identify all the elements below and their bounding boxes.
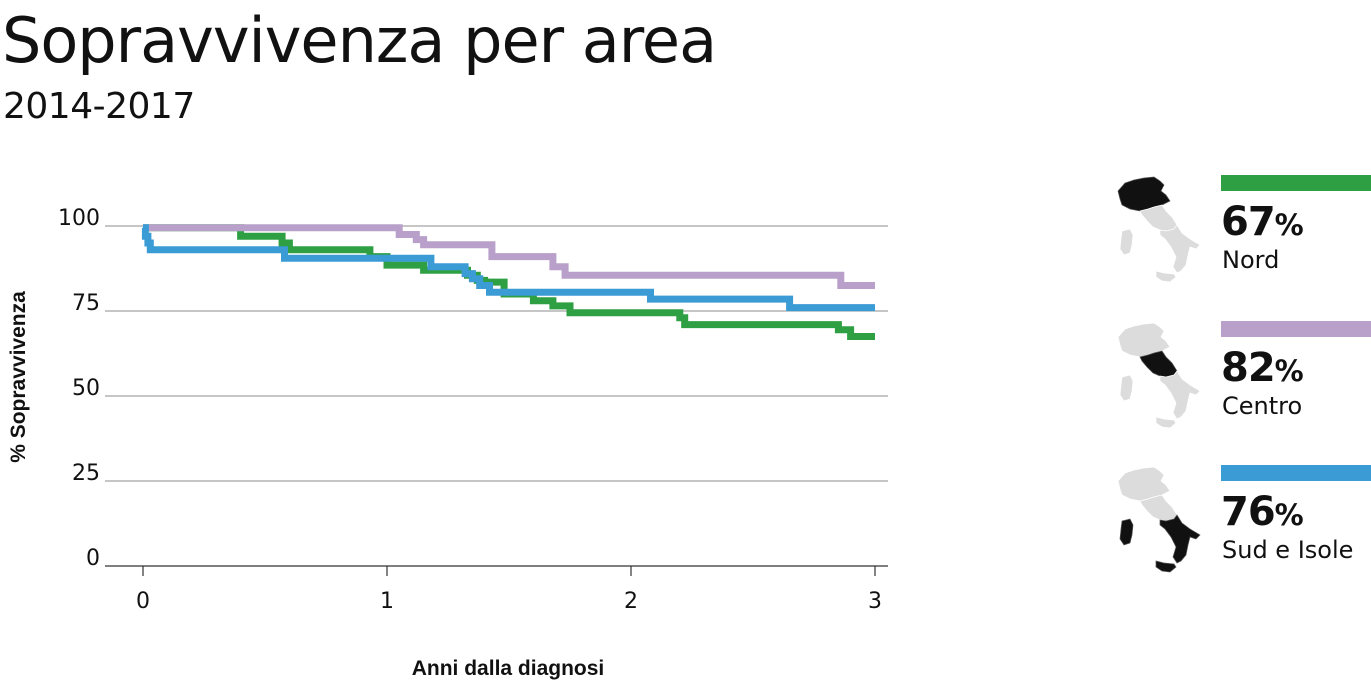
italy-map-centro-highlight-icon	[1117, 322, 1201, 429]
series-line-centro	[143, 224, 875, 289]
map-region-sicily	[1155, 416, 1177, 429]
legend-color-bar	[1221, 465, 1371, 481]
legend-item-centro: 82% Centro	[1110, 321, 1371, 451]
legend-label: Centro	[1222, 392, 1303, 420]
map-region-sud	[1159, 224, 1201, 274]
legend-color-bar	[1221, 321, 1371, 337]
legend-value: 67%	[1221, 199, 1304, 245]
y-tick-label: 0	[86, 546, 100, 571]
map-region-sicily	[1155, 270, 1177, 283]
map-region-sud	[1159, 370, 1201, 420]
axes: 0 25 50 75 100 0 1 2 3	[58, 206, 888, 614]
x-tick-label: 3	[868, 589, 882, 614]
series-lines	[141, 224, 875, 340]
map-region-sardinia	[1119, 228, 1134, 256]
y-axis-label: % Sopravvivenza	[7, 291, 30, 463]
italy-map-sud-highlight-icon	[1117, 466, 1201, 573]
map-region-sardinia	[1119, 374, 1134, 402]
map-region-sardinia	[1119, 518, 1134, 546]
legend-value: 82%	[1221, 345, 1304, 391]
legend-label: Sud e Isole	[1222, 536, 1354, 564]
y-tick-label: 75	[72, 291, 100, 316]
x-tick-label: 1	[380, 589, 394, 614]
x-axis-label: Anni dalla diagnosi	[412, 657, 605, 680]
series-line-nord	[143, 224, 875, 340]
y-tick-label: 50	[72, 376, 100, 401]
legend-item-nord: 67% Nord	[1110, 175, 1371, 305]
map-region-north	[1117, 322, 1171, 358]
y-tick-label: 25	[72, 461, 100, 486]
map-region-north	[1117, 466, 1171, 502]
series-line-sud-e-isole	[141, 224, 875, 312]
page-title: Sopravvivenza per area	[2, 4, 717, 77]
gridlines	[105, 225, 888, 482]
y-tick-label: 100	[58, 206, 100, 231]
x-tick-label: 2	[624, 589, 638, 614]
map-region-sud	[1159, 514, 1201, 564]
survival-chart: 0 25 50 75 100 0 1 2 3 Anni dalla diagnosi % Sop…	[7, 206, 888, 680]
map-region-sicily	[1155, 560, 1177, 573]
page-subtitle: 2014-2017	[3, 86, 195, 127]
italy-map-nord-highlight-icon	[1117, 176, 1201, 283]
map-region-north	[1117, 176, 1171, 212]
legend-color-bar	[1221, 175, 1371, 191]
legend-label: Nord	[1222, 246, 1280, 274]
legend-value: 76%	[1221, 489, 1304, 535]
x-tick-label: 0	[136, 589, 150, 614]
legend-item-sud-e-isole: 76% Sud e Isole	[1110, 465, 1371, 595]
